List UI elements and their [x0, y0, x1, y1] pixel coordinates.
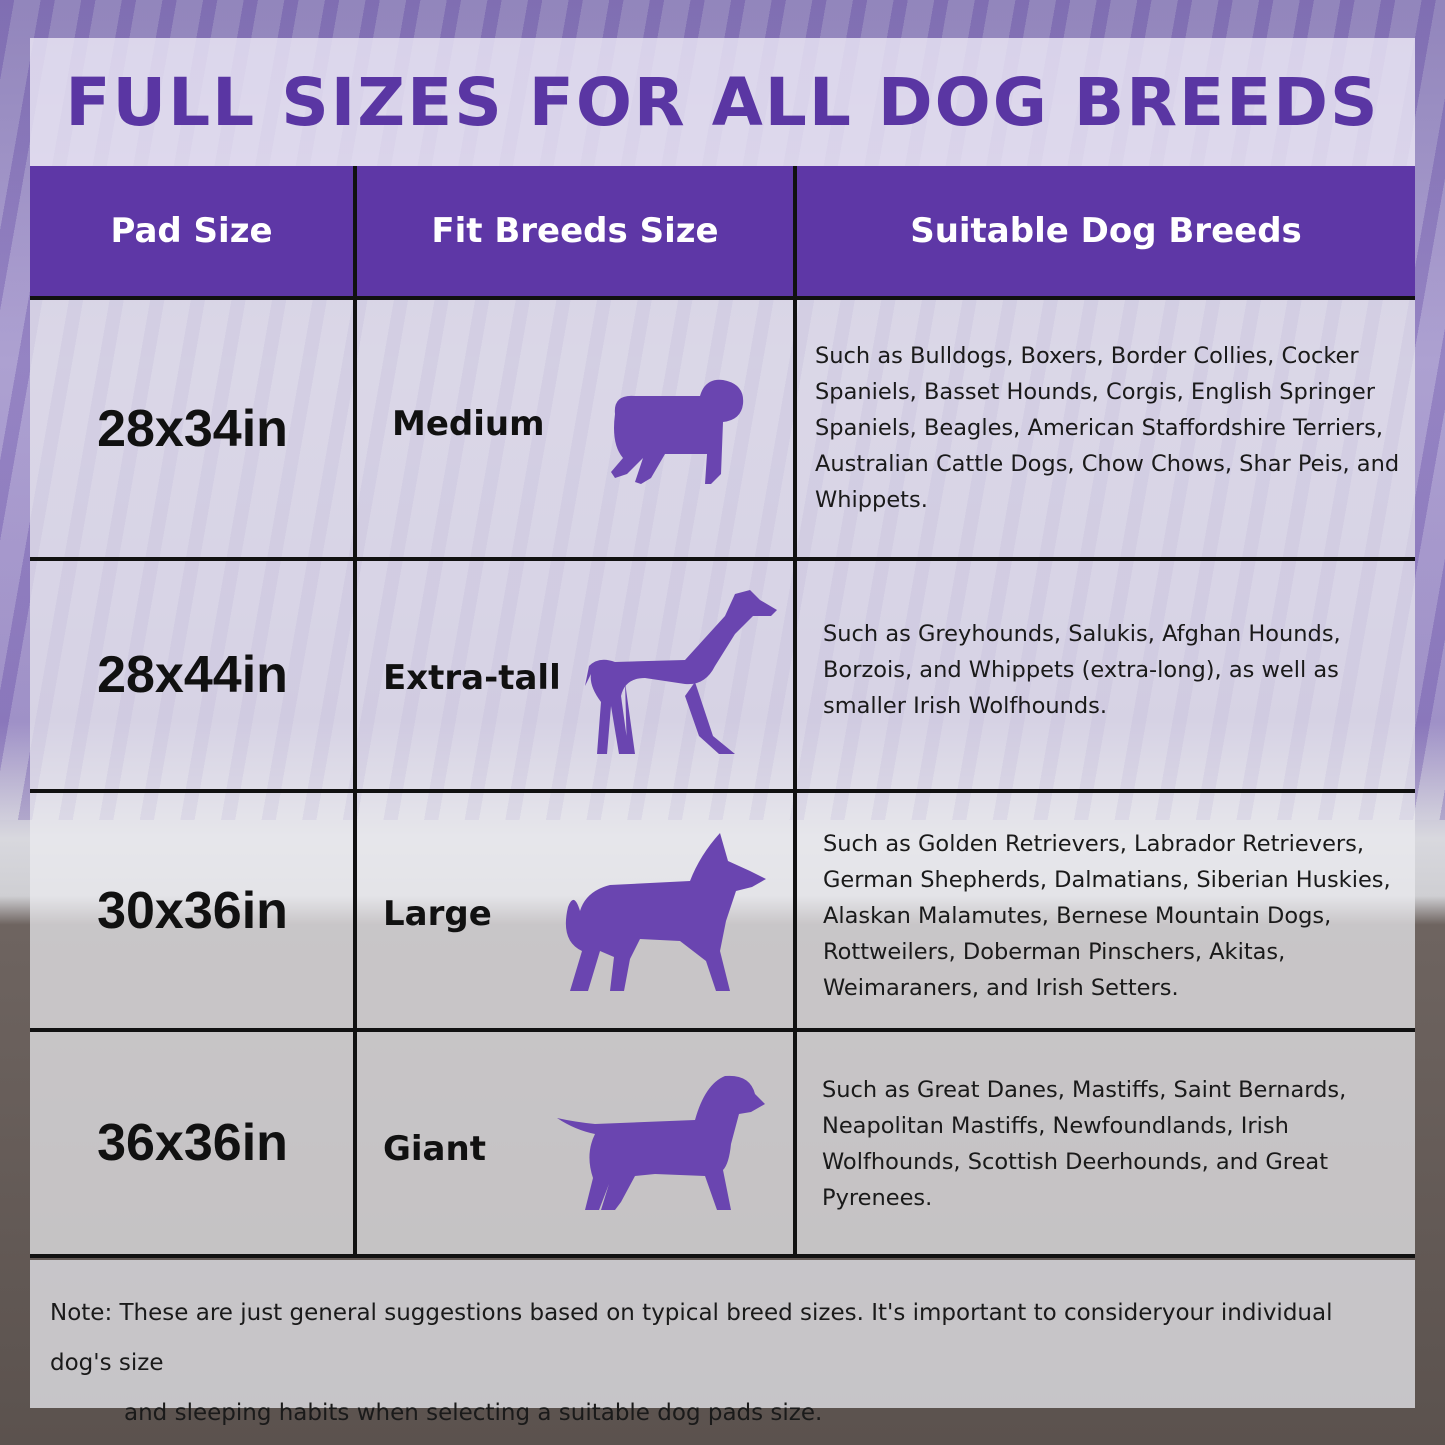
- row-divider: [30, 1254, 1415, 1258]
- column-divider: [353, 166, 357, 1258]
- greyhound-silhouette-icon: [585, 590, 777, 754]
- setter-silhouette-icon: [557, 1075, 765, 1210]
- size-table: Pad Size Fit Breeds Size Suitable Dog Br…: [30, 166, 1415, 1258]
- row-divider: [30, 557, 1415, 561]
- pad-size-cell: 30x36in: [97, 881, 288, 940]
- pad-size-cell: 36x36in: [97, 1114, 288, 1172]
- breeds-cell: Such as Greyhounds, Salukis, Afghan Houn…: [823, 621, 1341, 719]
- row-divider: [30, 789, 1415, 793]
- row-divider: [30, 1028, 1415, 1032]
- header-pad-size: Pad Size: [30, 166, 353, 296]
- page-title: FULL SIZES FOR ALL DOG BREEDS: [65, 63, 1380, 141]
- note-text: Note: These are just general suggestions…: [30, 1260, 1415, 1426]
- pad-size-cell: 28x44in: [97, 646, 288, 704]
- header-fit-breeds-size: Fit Breeds Size: [357, 166, 793, 296]
- note-line-2: and sleeping habits when selecting a sui…: [124, 1400, 823, 1426]
- fit-size-cell: Extra-tall: [383, 658, 561, 698]
- note-line-1: Note: These are just general suggestions…: [50, 1300, 1333, 1376]
- header-suitable-breeds: Suitable Dog Breeds: [797, 166, 1415, 296]
- shepherd-silhouette-icon: [565, 833, 766, 991]
- breeds-cell: Such as Golden Retrievers, Labrador Retr…: [823, 831, 1391, 1001]
- pug-silhouette-icon: [611, 379, 744, 484]
- size-chart: FULL SIZES FOR ALL DOG BREEDS Pad Size F…: [30, 38, 1415, 1426]
- pad-size-cell: 28x34in: [97, 399, 288, 458]
- fit-size-cell: Giant: [383, 1129, 486, 1169]
- fit-size-cell: Large: [383, 894, 492, 934]
- column-divider: [793, 166, 797, 1258]
- breeds-cell: Such as Great Danes, Mastiffs, Saint Ber…: [822, 1077, 1347, 1211]
- breeds-cell: Such as Bulldogs, Boxers, Border Collies…: [815, 343, 1400, 513]
- title-band: FULL SIZES FOR ALL DOG BREEDS: [30, 38, 1415, 166]
- row-divider: [30, 296, 1415, 300]
- fit-size-cell: Medium: [392, 404, 545, 444]
